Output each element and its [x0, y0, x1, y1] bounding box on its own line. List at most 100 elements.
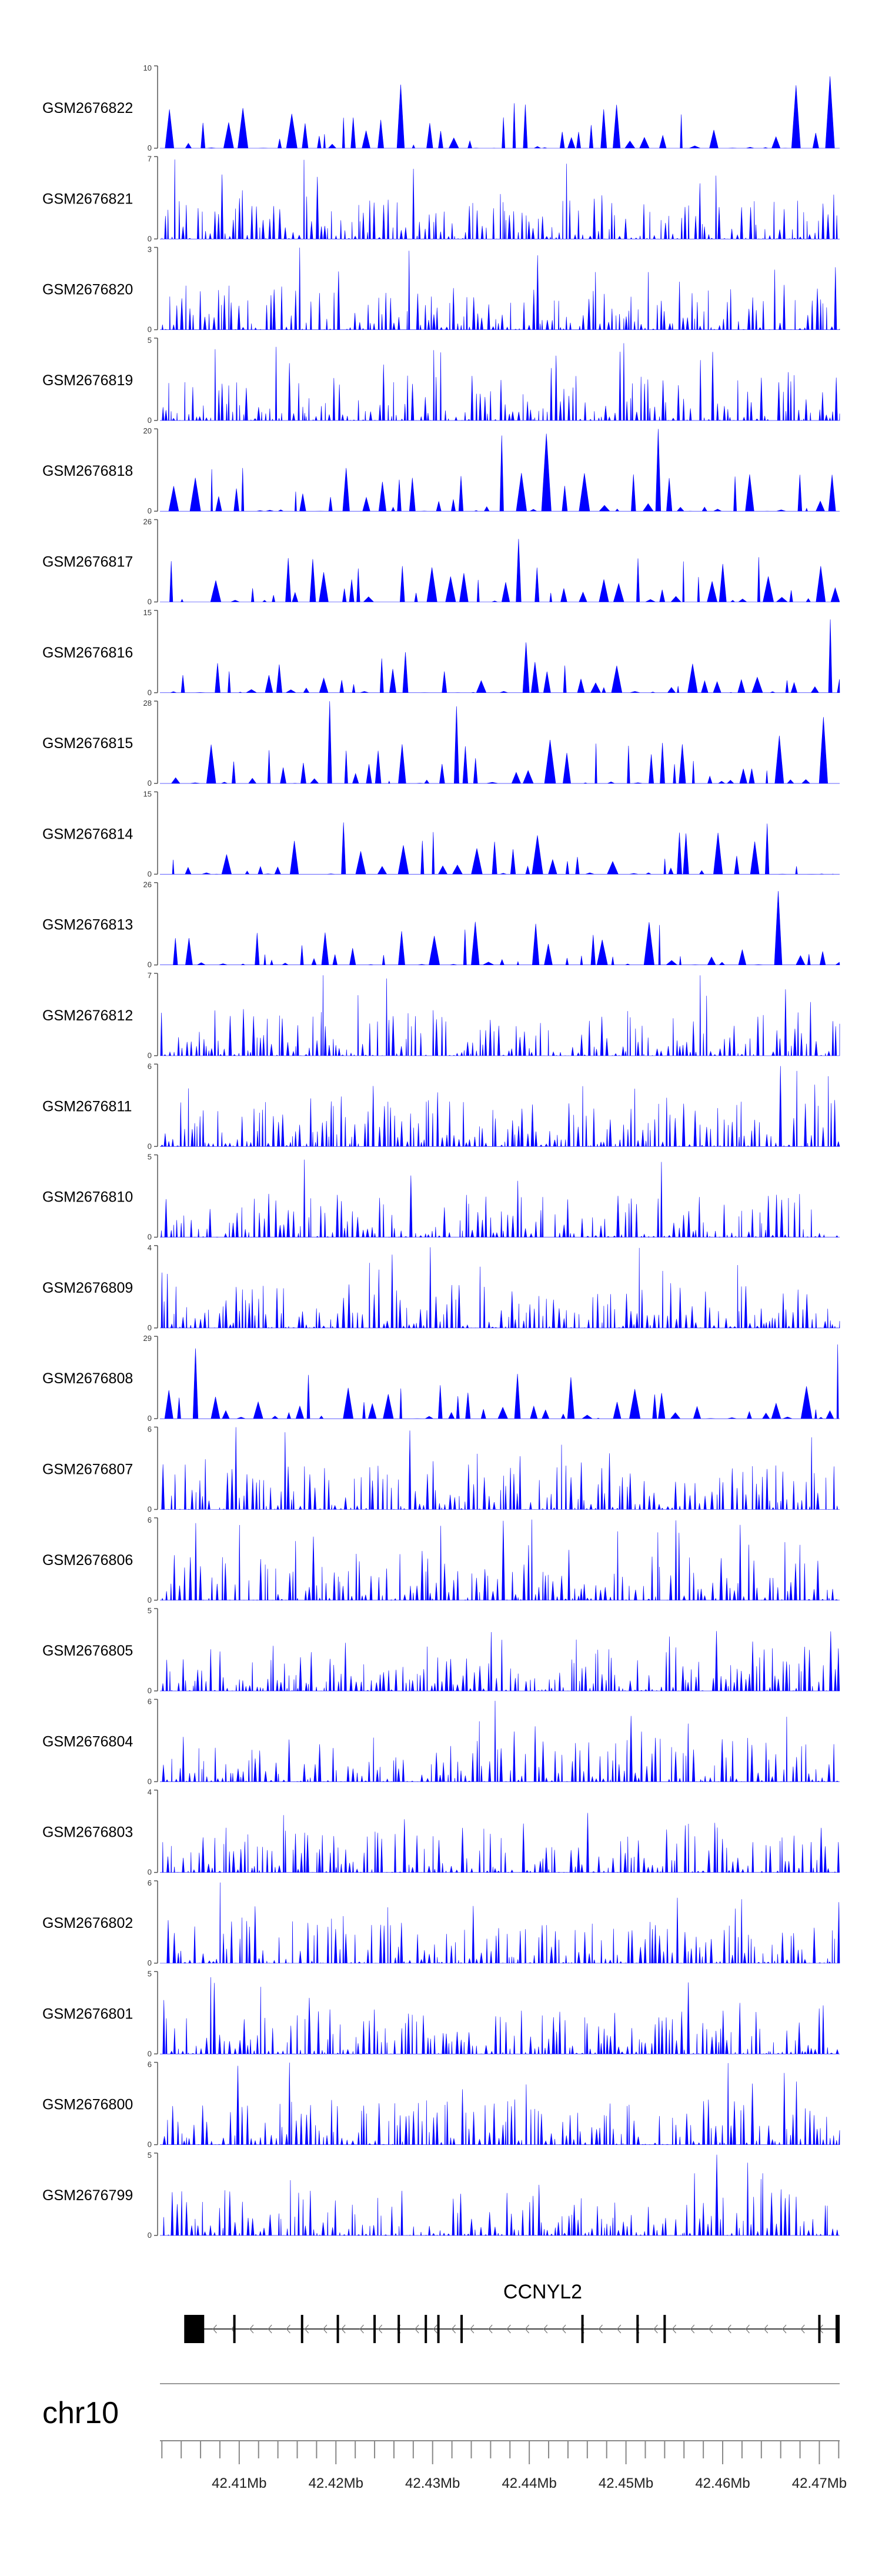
- gene-exon: [373, 2315, 376, 2343]
- strand-arrow: [286, 2324, 290, 2334]
- y-max-label: 6: [148, 1425, 152, 1434]
- y-min-label: 0: [148, 779, 152, 788]
- coverage-area: [160, 248, 840, 330]
- strand-arrow: [506, 2324, 511, 2334]
- x-tick-label: 42.46Mb: [695, 2475, 750, 2491]
- track: GSM2676804 6 0: [42, 1697, 840, 1786]
- gene-exon: [836, 2315, 840, 2343]
- coverage-area: [160, 1427, 840, 1510]
- y-min-label: 0: [148, 869, 152, 878]
- y-min-label: 0: [148, 1686, 152, 1695]
- strand-arrow: [524, 2324, 530, 2334]
- chromosome-axis: chr10 42.41Mb 42.42Mb 42.43Mb 42.44Mb 42.45M…: [42, 2383, 847, 2491]
- strand-arrow: [727, 2324, 731, 2334]
- y-max-label: 5: [148, 336, 152, 345]
- y-min-label: 0: [148, 1958, 152, 1967]
- y-max-label: 28: [143, 699, 152, 708]
- gene-utr-block: [184, 2315, 205, 2343]
- y-max-label: 15: [143, 789, 152, 798]
- chromosome-label: chr10: [42, 2396, 119, 2430]
- strand-arrow: [745, 2324, 750, 2334]
- y-max-label: 5: [148, 1969, 152, 1978]
- track: GSM2676819 5 0: [42, 336, 840, 425]
- y-min-label: 0: [148, 688, 152, 697]
- y-max-label: 20: [143, 426, 152, 435]
- x-tick-label: 42.41Mb: [212, 2475, 266, 2491]
- strand-arrow: [671, 2324, 677, 2334]
- coverage-area: [160, 429, 840, 512]
- x-tick-label: 42.45Mb: [599, 2475, 653, 2491]
- coverage-area: [160, 76, 840, 149]
- x-tick-label: 42.47Mb: [792, 2475, 847, 2491]
- track-label: GSM2676812: [42, 1007, 133, 1024]
- track: GSM2676800 6 0: [42, 2060, 840, 2149]
- track-label: GSM2676799: [42, 2187, 133, 2204]
- y-min-label: 0: [148, 2049, 152, 2058]
- coverage-area: [160, 1631, 840, 1691]
- y-max-label: 7: [148, 971, 152, 980]
- track: GSM2676821 7 0: [42, 154, 840, 243]
- y-min-label: 0: [148, 325, 152, 334]
- track: GSM2676812 7 0: [42, 971, 840, 1060]
- strand-arrow: [359, 2324, 364, 2334]
- gene-exon: [663, 2315, 666, 2343]
- gene-label: CCNYL2: [503, 2281, 582, 2303]
- coverage-area: [160, 1700, 840, 1782]
- strand-arrow: [690, 2324, 695, 2334]
- track-label: GSM2676816: [42, 645, 133, 661]
- y-min-label: 0: [148, 1868, 152, 1877]
- strand-arrow: [451, 2324, 456, 2334]
- y-min-label: 0: [148, 1323, 152, 1332]
- y-max-label: 4: [148, 1788, 152, 1797]
- gene-exon: [636, 2315, 639, 2343]
- coverage-area: [160, 539, 840, 602]
- coverage-area: [160, 1813, 840, 1873]
- strand-arrow: [341, 2324, 346, 2334]
- gene-exon: [425, 2315, 427, 2343]
- y-max-label: 29: [143, 1334, 152, 1343]
- gene-exon: [397, 2315, 400, 2343]
- strand-arrow: [653, 2324, 658, 2334]
- track-label: GSM2676804: [42, 1733, 133, 1750]
- track: GSM2676822 10 0: [42, 64, 840, 152]
- y-min-label: 0: [148, 416, 152, 425]
- track: GSM2676808 29 0: [42, 1334, 840, 1423]
- gene-exon: [437, 2315, 440, 2343]
- y-max-label: 26: [143, 518, 152, 526]
- track: GSM2676806 6 0: [42, 1516, 840, 1604]
- track-label: GSM2676806: [42, 1552, 133, 1569]
- gene-exon: [460, 2315, 463, 2343]
- strand-arrow: [268, 2324, 272, 2334]
- track-label: GSM2676810: [42, 1189, 133, 1206]
- track-label: GSM2676818: [42, 463, 133, 479]
- coverage-area: [160, 701, 840, 784]
- coverage-area: [160, 1066, 840, 1147]
- gene-exon: [818, 2315, 821, 2343]
- strand-arrow: [323, 2324, 328, 2334]
- y-min-label: 0: [148, 598, 152, 606]
- coverage-area: [160, 1977, 840, 2054]
- y-max-label: 3: [148, 245, 152, 254]
- gene-track: CCNYL2: [184, 2281, 840, 2343]
- coverage-area: [160, 822, 840, 875]
- strand-arrow: [616, 2324, 622, 2334]
- track: GSM2676810 5 0: [42, 1153, 840, 1242]
- y-min-label: 0: [148, 2231, 152, 2240]
- gene-exon: [233, 2315, 236, 2343]
- strand-arrow: [800, 2324, 805, 2334]
- coverage-area: [160, 1247, 840, 1329]
- track: GSM2676818 20 0: [42, 426, 840, 515]
- track: GSM2676802 6 0: [42, 1878, 840, 1967]
- signal-tracks: GSM2676822100GSM267682170GSM267682030GSM…: [42, 64, 840, 2240]
- track: GSM2676816 15 0: [42, 608, 840, 697]
- y-min-label: 0: [148, 1051, 152, 1060]
- coverage-area: [160, 1519, 840, 1601]
- y-min-label: 0: [148, 1142, 152, 1150]
- x-tick-label: 42.44Mb: [502, 2475, 556, 2491]
- track-label: GSM2676822: [42, 100, 133, 116]
- track-label: GSM2676801: [42, 2006, 133, 2022]
- coverage-area: [160, 2154, 840, 2236]
- track-label: GSM2676802: [42, 1915, 133, 1931]
- y-max-label: 6: [148, 1516, 152, 1524]
